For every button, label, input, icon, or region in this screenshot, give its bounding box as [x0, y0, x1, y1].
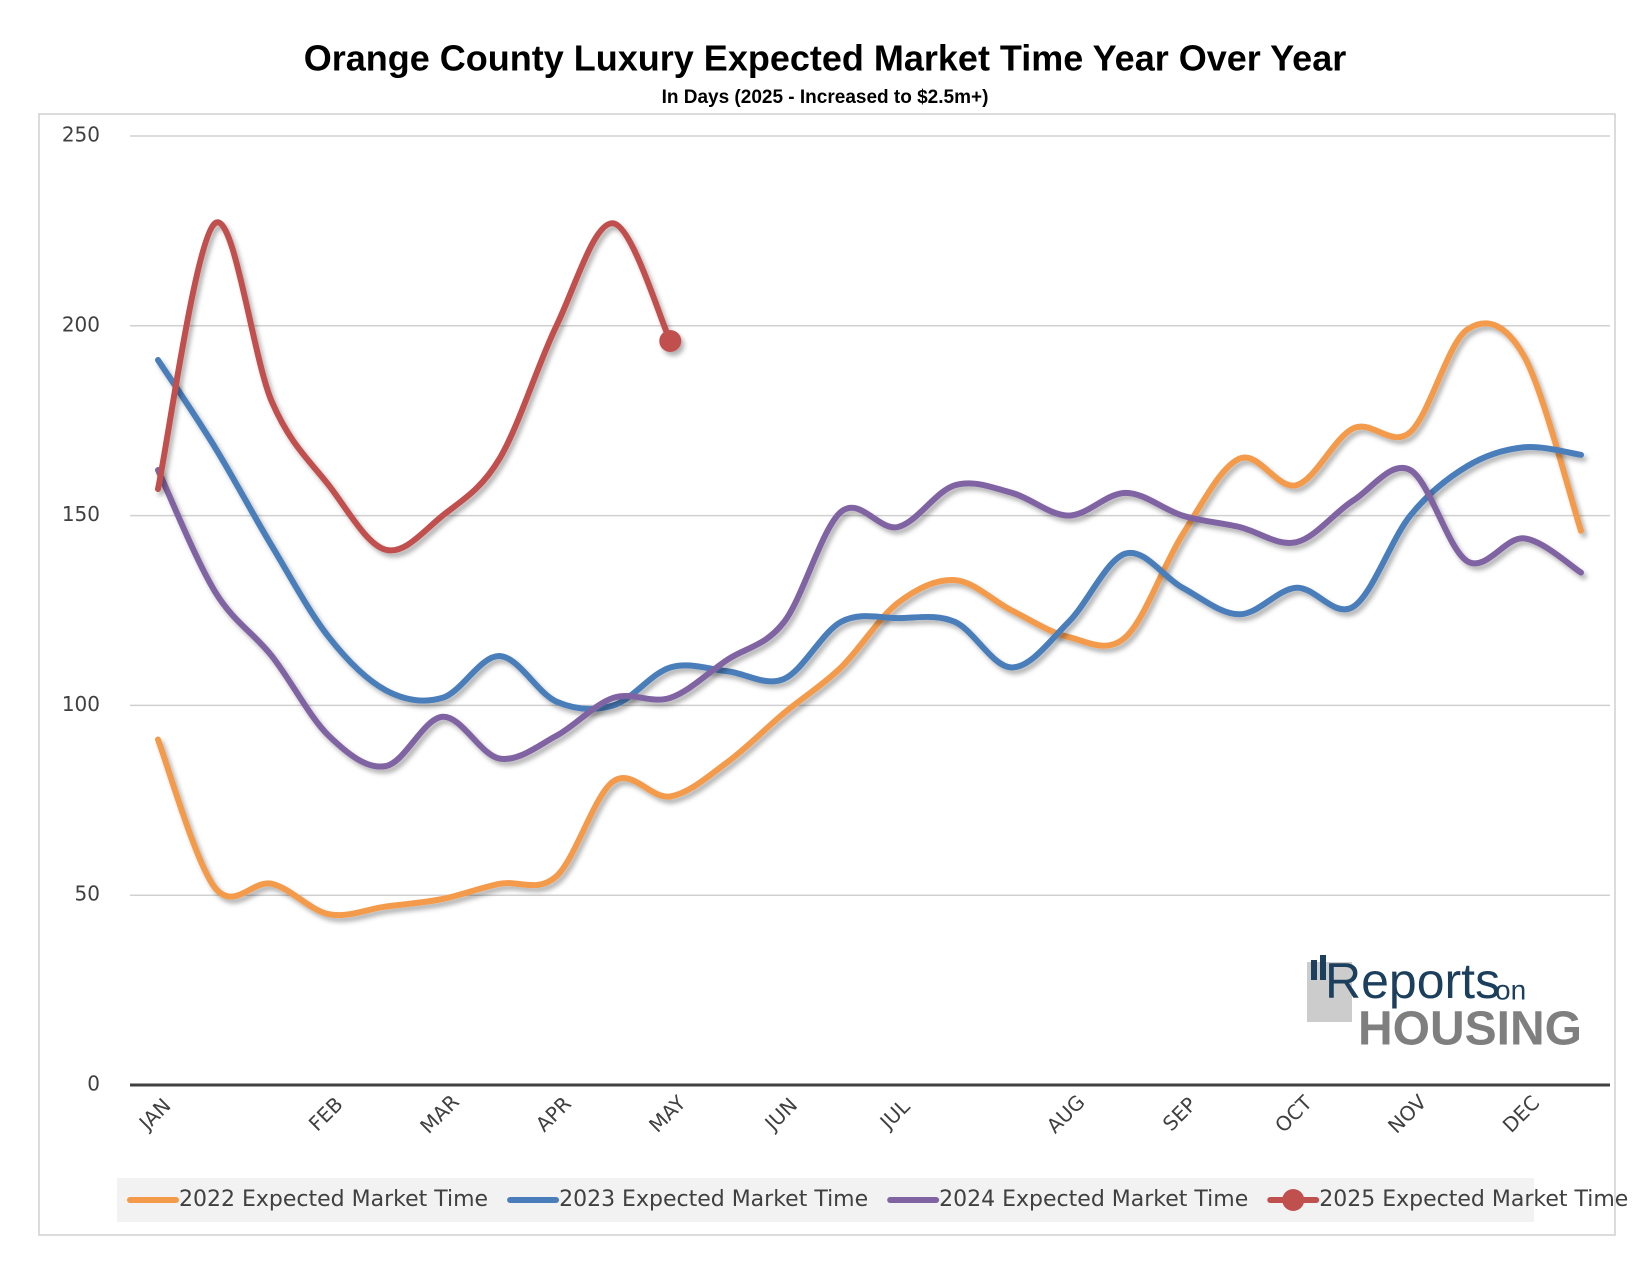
- line: [155, 320, 1584, 919]
- line: [155, 356, 1584, 712]
- logo-text: on: [1495, 974, 1526, 1005]
- line: [155, 465, 1584, 770]
- y-tick-label: 150: [62, 502, 100, 526]
- logo: Reports on HOUSING: [1307, 953, 1582, 1056]
- y-tick-label: 0: [87, 1072, 100, 1096]
- legend-label: 2022 Expected Market Time: [179, 1187, 488, 1212]
- y-tick-label: 200: [62, 312, 100, 336]
- plot-frame: [38, 113, 1616, 1236]
- chart-subtitle: In Days (2025 - Increased to $2.5m+): [662, 87, 989, 108]
- y-tick-label: 50: [75, 882, 100, 906]
- series: [155, 219, 682, 554]
- legend-swatch: [1282, 1189, 1305, 1211]
- legend-label: 2023 Expected Market Time: [559, 1187, 868, 1212]
- logo-text: HOUSING: [1358, 1003, 1582, 1056]
- logo-mark: [1320, 955, 1326, 980]
- legend-label: 2025 Expected Market Time: [1319, 1187, 1628, 1212]
- series: [155, 356, 1584, 712]
- y-tick-label: 250: [62, 123, 100, 147]
- chart-title: Orange County Luxury Expected Market Tim…: [304, 38, 1346, 79]
- line: [155, 219, 674, 554]
- y-tick-label: 100: [62, 692, 100, 716]
- logo-text: Reports: [1325, 953, 1500, 1009]
- series: [155, 465, 1584, 770]
- logo-mark: [1311, 960, 1317, 980]
- end-marker: [659, 329, 682, 352]
- legend-label: 2024 Expected Market Time: [939, 1187, 1248, 1212]
- series: [155, 320, 1584, 919]
